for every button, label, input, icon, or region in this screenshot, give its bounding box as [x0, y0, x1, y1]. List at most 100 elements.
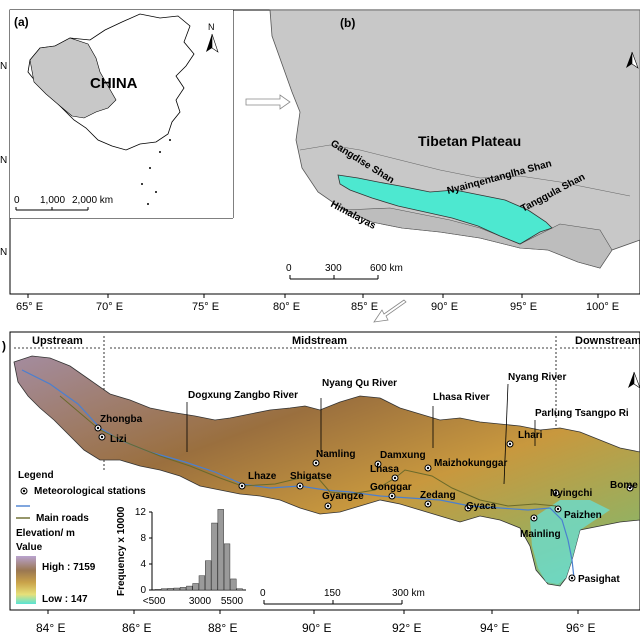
hist-bar: [217, 509, 224, 591]
lhasa-river-label: Lhasa River: [433, 392, 490, 403]
hist-y-tick-label: 8: [140, 533, 146, 544]
station-marker-dot: [314, 461, 318, 465]
legend-value-label: Value: [16, 542, 43, 553]
section-dividers: [14, 336, 636, 470]
china-label: CHINA: [90, 75, 138, 92]
bottom-axis-label: 84° E: [36, 621, 65, 635]
hist-bar: [236, 588, 243, 591]
station-marker-dot: [508, 442, 512, 446]
elevation-histogram: 0 4 8 12 <500 3000 5500 Frequency x 10000: [116, 506, 246, 607]
station-marker-dot: [376, 462, 380, 466]
station-marker-dot: [628, 486, 632, 490]
station-label: Lhari: [518, 430, 543, 441]
hist-y-tick-label: 4: [140, 559, 146, 570]
basin-elevation-map: [13, 355, 640, 587]
downstream-label: Downstream: [575, 335, 640, 347]
station-label: Gyaca: [466, 501, 496, 512]
station-marker-dot: [426, 466, 430, 470]
panel-b-tag: (b): [340, 16, 355, 30]
connector-arrow-b-to-c: [373, 299, 407, 323]
bottom-axis-label: 94° E: [480, 621, 509, 635]
station-marker-dot: [532, 516, 536, 520]
hist-x-tick-label: 3000: [189, 596, 212, 607]
hist-y-label: Frequency x 10000: [116, 506, 127, 596]
hist-bar: [154, 589, 162, 591]
panel-b-scale-bar: 0 300 600 km: [286, 263, 403, 280]
panel-b-scale-0: 0: [286, 263, 292, 274]
station-marker-dot: [390, 494, 394, 498]
station-marker-dot: [100, 435, 104, 439]
panel-a-tag: (a): [14, 15, 29, 29]
parlung-tsangpo-river-label: Parlung Tsangpo Ri: [535, 408, 629, 419]
hist-bar: [211, 522, 218, 591]
dogxung-zangbo-river-label: Dogxung Zangbo River: [188, 390, 298, 401]
station-label: Gyangze: [322, 491, 364, 502]
station-label: Zhongba: [100, 414, 143, 425]
hist-bar: [230, 578, 237, 591]
top-axis-label: 70° E: [96, 301, 123, 313]
station-label: Nyingchi: [550, 488, 592, 499]
panel-a-scale-1000: 1,000: [40, 195, 65, 206]
hist-y-tick-label: 12: [135, 507, 147, 518]
station-marker-dot: [96, 426, 100, 430]
station-marker-dot: [240, 484, 244, 488]
bottom-axis-label: 92° E: [392, 621, 421, 635]
river-pointer-lines: [186, 383, 536, 485]
nyang-qu-river-label: Nyang Qu River: [322, 378, 397, 389]
station-marker-dot: [326, 504, 330, 508]
panel-b-inner-border: [299, 144, 631, 197]
station-label: Lizi: [110, 434, 127, 445]
panel-a-north-arrow: N: [206, 22, 219, 53]
station-label: Lhasa: [370, 464, 399, 475]
station-label: Maizhokunggar: [434, 458, 507, 469]
hist-y-tick-label: 0: [140, 585, 146, 596]
station-label: Gonggar: [370, 482, 412, 493]
station-marker-dot: [554, 491, 558, 495]
hist-bar: [161, 588, 168, 591]
china-tibet-region: [29, 37, 117, 119]
panel-b-scale-600: 600 km: [370, 263, 403, 274]
legend-low-label: Low : 147: [42, 594, 88, 605]
legend: Legend Meteorological stations Main road…: [16, 470, 146, 605]
station-marker-dot: [466, 506, 470, 510]
top-axis-label: 65° E: [16, 301, 43, 313]
top-axis-label: 85° E: [351, 301, 378, 313]
station-label: Damxung: [380, 450, 426, 461]
hist-bar: [198, 575, 206, 591]
panel-c-tag: ): [2, 339, 6, 353]
legend-elevation-label: Elevation/ m: [16, 528, 75, 539]
connector-arrow-a-to-b: [245, 94, 291, 110]
hist-bar: [167, 588, 174, 591]
panel-c-scale-0: 0: [260, 588, 266, 599]
upstream-label: Upstream: [32, 335, 83, 347]
station-label: Bome: [610, 480, 638, 491]
panel-b-lower-land: [344, 207, 613, 269]
station-marker-dot: [426, 502, 430, 506]
bottom-axis-label: 86° E: [122, 621, 151, 635]
midstream-label: Midstream: [292, 335, 347, 347]
top-axis-label: 95° E: [510, 301, 537, 313]
bottom-axis-label: 90° E: [302, 621, 331, 635]
panel-a-scale-bar: 0 1,000 2,000 km: [14, 195, 113, 211]
panel-c-scale-bar: 0 150 300 km: [260, 588, 425, 605]
bottom-axis-label: 88° E: [208, 621, 237, 635]
top-longitude-axis: 65° E 70° E 75° E 80° E 85° E 90° E 95° E 100° …: [16, 294, 619, 313]
station-label: Namling: [316, 449, 355, 460]
hist-bar: [186, 585, 193, 591]
top-axis-label: 75° E: [192, 301, 219, 313]
station-label: Zedang: [420, 490, 456, 501]
panel-c-scale-150: 150: [324, 588, 341, 599]
hist-bar: [173, 587, 180, 591]
panel-b-scale-300: 300: [325, 263, 342, 274]
legend-road-label: Main roads: [36, 513, 89, 524]
panel-a-scale-2000: 2,000 km: [72, 195, 113, 206]
hist-bar: [192, 583, 199, 591]
legend-station-label: Meteorological stations: [34, 486, 146, 497]
bottom-axis-label: 96° E: [566, 621, 595, 635]
panel-b-north-arrow: [626, 51, 639, 69]
panel-c-north-arrow: [628, 371, 640, 389]
station-marker-dot: [298, 484, 302, 488]
pasighat-lowland: [530, 500, 610, 584]
hist-bar: [205, 560, 212, 591]
top-axis-label: 100° E: [586, 301, 619, 313]
